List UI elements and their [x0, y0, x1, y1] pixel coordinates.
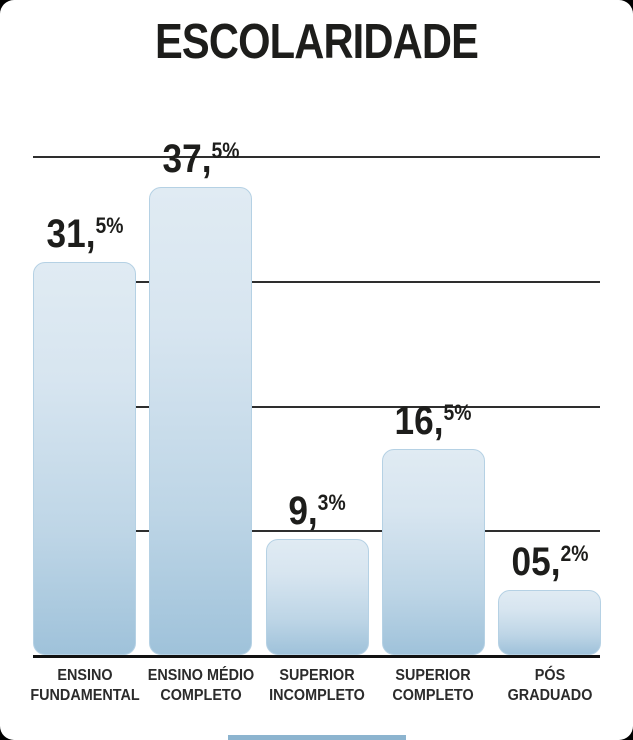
- value-label-2: 37,5%: [162, 139, 239, 179]
- value-superscript: 2%: [559, 541, 588, 567]
- chart-title: ESCOLARIDADE: [154, 15, 479, 69]
- value-main: 05,: [511, 540, 560, 585]
- category-label-2: ENSINO MÉDIO COMPLETO: [147, 667, 254, 704]
- bar-2: [149, 187, 253, 655]
- footer-ribbon: [227, 735, 406, 740]
- gridline-40pct: [33, 156, 600, 158]
- value-label-1: 31,5%: [46, 214, 123, 254]
- category-label-5: PÓS GRADUADO: [507, 667, 592, 704]
- value-label-3: 9,3%: [288, 491, 345, 531]
- gridline-20pct: [33, 405, 600, 408]
- bar-3: [265, 538, 369, 655]
- value-main: 16,: [394, 399, 444, 444]
- value-superscript: 5%: [211, 138, 240, 164]
- bar-1: [33, 262, 136, 655]
- value-superscript: 5%: [94, 213, 123, 239]
- gridline-10pct: [33, 530, 600, 533]
- gridline-30pct: [33, 280, 600, 283]
- category-label-4: SUPERIOR COMPLETO: [392, 667, 474, 704]
- value-superscript: 3%: [317, 489, 346, 515]
- value-superscript: 5%: [443, 400, 472, 426]
- category-label-3: SUPERIOR INCOMPLETO: [269, 667, 365, 704]
- value-label-5: 05,2%: [511, 542, 588, 582]
- value-main: 9,: [288, 488, 318, 533]
- category-label-1: ENSINO FUNDAMENTAL: [29, 667, 140, 704]
- plot-area: 31,5% 37,5% 9,3% 16,5% 05,2%: [33, 139, 601, 658]
- value-main: 37,: [162, 137, 212, 182]
- category-axis: ENSINO FUNDAMENTAL ENSINO MÉDIO COMPLETO S…: [30, 666, 600, 712]
- bar-4: [381, 449, 485, 655]
- value-label-4: 16,5%: [395, 401, 472, 441]
- value-main: 31,: [46, 212, 95, 257]
- bar-5: [498, 590, 601, 655]
